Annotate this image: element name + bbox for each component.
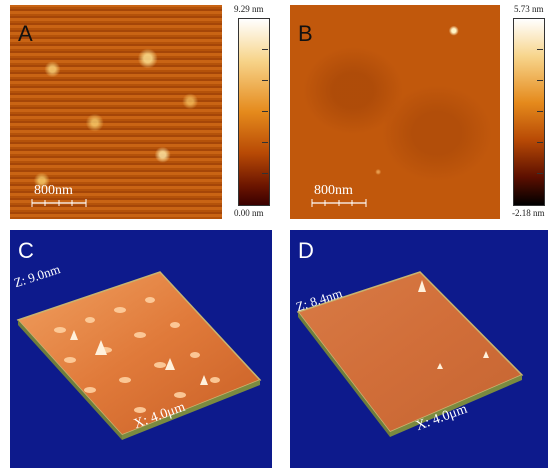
scalebar-a [31,199,87,207]
colorbar-a-max: 9.29 nm [234,4,264,14]
scalebar-b [311,199,367,207]
panel-label-c: C [18,238,34,263]
afm-3d-d: D Z: 8.4nm X: 4.0μm [290,230,548,468]
colorbar-a [238,18,270,206]
surface-d [296,271,524,437]
panel-label-a: A [18,21,33,46]
colorbar-b [513,18,545,206]
surface-c [16,271,262,440]
panel-label-b: B [298,21,313,46]
colorbar-b-min: -2.18 nm [512,208,545,218]
afm-image-b: B 800nm [290,5,500,219]
colorbar-b-max: 5.73 nm [514,4,544,14]
colorbar-a-min: 0.00 nm [234,208,264,218]
scalebar-label-a: 800nm [34,183,73,198]
scalebar-label-b: 800nm [314,183,353,198]
afm-image-a: A 800nm [10,5,222,219]
afm-3d-c: C Z: 9.0nm X: 4.0μm [10,230,272,468]
panel-label-d: D [298,238,314,263]
